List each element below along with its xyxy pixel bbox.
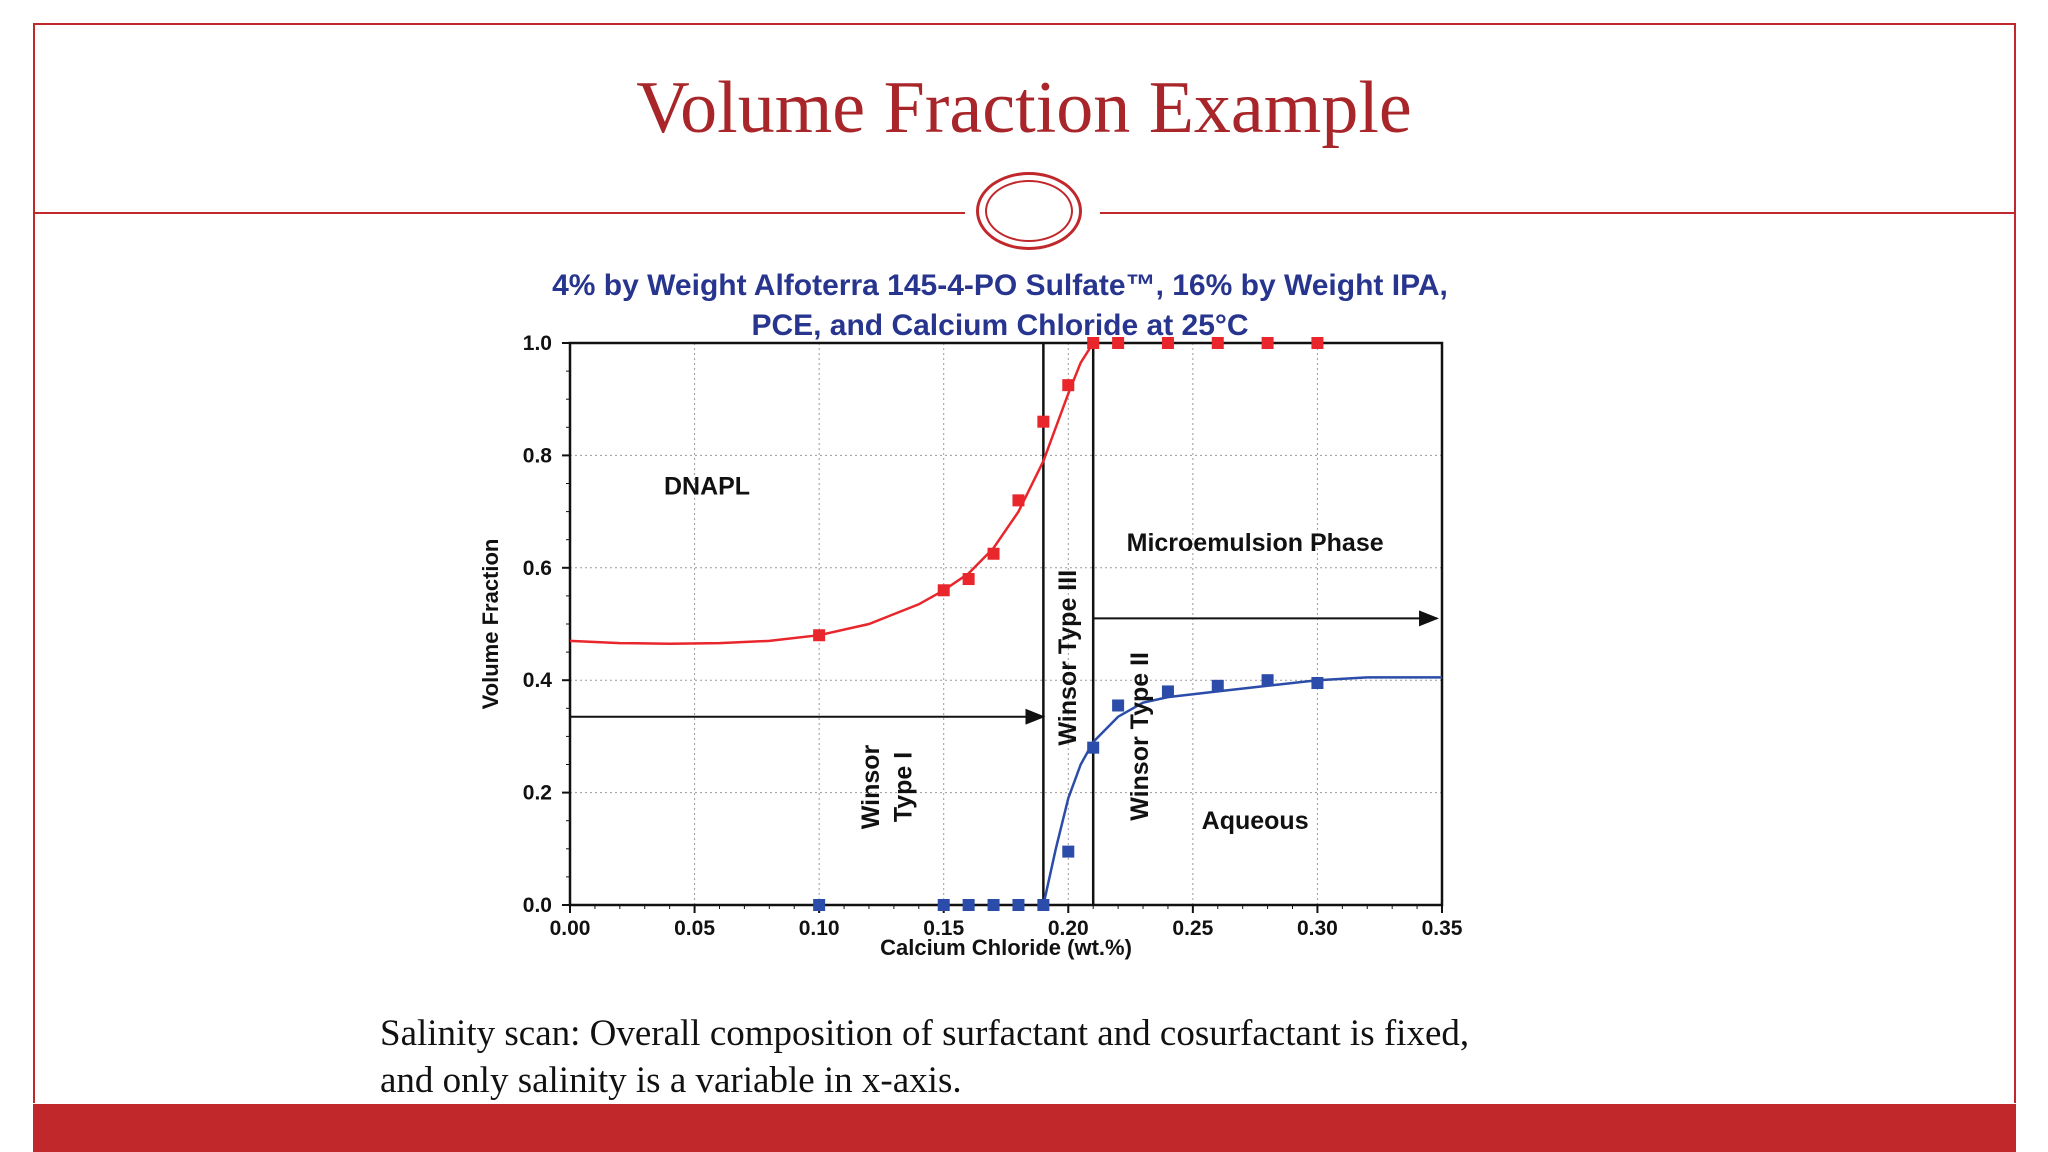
y-axis-label: Volume Fraction: [478, 539, 503, 710]
y-tick-label: 0.4: [523, 669, 553, 692]
series-1-point: [987, 899, 1000, 911]
x-tick-label: 0.25: [1172, 917, 1213, 940]
medallion-ornament-inner: [985, 180, 1073, 242]
caption-line-1: Salinity scan: Overall composition of su…: [380, 1013, 1470, 1054]
series-1-point: [1211, 679, 1224, 692]
x-tick-label: 0.30: [1297, 917, 1338, 940]
series-1-fit-line: [1042, 676, 1442, 906]
x-tick-label: 0.05: [674, 917, 715, 940]
frame-right-border: [2014, 23, 2016, 1103]
series-1-point: [1261, 674, 1274, 687]
series-0-point: [1261, 337, 1274, 349]
x-axis-label: Calcium Chloride (wt.%): [880, 935, 1132, 960]
series-1-point: [1311, 677, 1324, 690]
annotation-label: Winsor Type III: [1054, 570, 1082, 746]
frame-left-border: [33, 23, 35, 1103]
x-tick-label: 0.15: [923, 917, 964, 940]
series-0-point: [1161, 337, 1174, 349]
frame-top-border: [33, 23, 2016, 25]
y-tick-label: 0.0: [523, 894, 552, 917]
x-tick-label: 0.00: [550, 917, 591, 940]
series-0-fit-line: [569, 342, 1095, 645]
title-rule-left: [33, 212, 965, 214]
series-0-point: [1112, 337, 1125, 349]
title-rule-right: [1100, 212, 2016, 214]
annotation-label: Aqueous: [1202, 807, 1309, 835]
series-0-point: [1062, 379, 1075, 392]
slide-title: Volume Fraction Example: [636, 67, 1412, 149]
x-tick-label: 0.20: [1048, 917, 1089, 940]
series-0-point: [987, 547, 1000, 560]
series-1-point: [1112, 699, 1125, 712]
series-1-point: [1037, 899, 1050, 911]
series-1-point: [1161, 685, 1174, 698]
x-tick-label: 0.35: [1422, 917, 1463, 940]
series-0-point: [937, 584, 950, 597]
y-tick-label: 0.8: [523, 444, 553, 467]
series-1-point: [962, 899, 975, 911]
x-tick-label: 0.10: [799, 917, 840, 940]
annotation-label: Microemulsion Phase: [1127, 529, 1384, 557]
series-0-point: [1037, 415, 1050, 428]
series-0-point: [1211, 337, 1224, 349]
annotation-label: Winsor Type II: [1126, 652, 1154, 821]
series-1-point: [1062, 845, 1075, 858]
series-0-point: [962, 573, 975, 586]
plot-frame: [568, 341, 1444, 907]
series-0-point: [1087, 337, 1100, 349]
series-0-point: [1012, 494, 1025, 507]
annotation-label: Winsor: [857, 744, 885, 829]
y-tick-label: 0.2: [523, 782, 552, 805]
caption: Salinity scan: Overall composition of su…: [380, 1010, 1680, 1104]
chart-title-line-2: PCE, and Calcium Chloride at 25°C: [751, 309, 1248, 342]
y-tick-label: 0.6: [523, 557, 552, 580]
series-1-point: [1087, 741, 1100, 754]
volume-fraction-chart: 4% by Weight Alfoterra 145-4-PO Sulfate™…: [478, 269, 1463, 960]
chart-title-line-1: 4% by Weight Alfoterra 145-4-PO Sulfate™…: [552, 269, 1448, 302]
y-tick-label: 1.0: [523, 332, 552, 355]
footer-bar: [33, 1104, 2016, 1152]
caption-line-2: and only salinity is a variable in x-axi…: [380, 1060, 962, 1101]
series-1-point: [813, 899, 826, 911]
annotation-label: Type I: [889, 752, 917, 822]
annotation-label: DNAPL: [664, 473, 750, 501]
series-0-point: [1311, 337, 1324, 349]
series-1-point: [937, 899, 950, 911]
series-0-point: [813, 629, 826, 642]
series-1-point: [1012, 899, 1025, 911]
